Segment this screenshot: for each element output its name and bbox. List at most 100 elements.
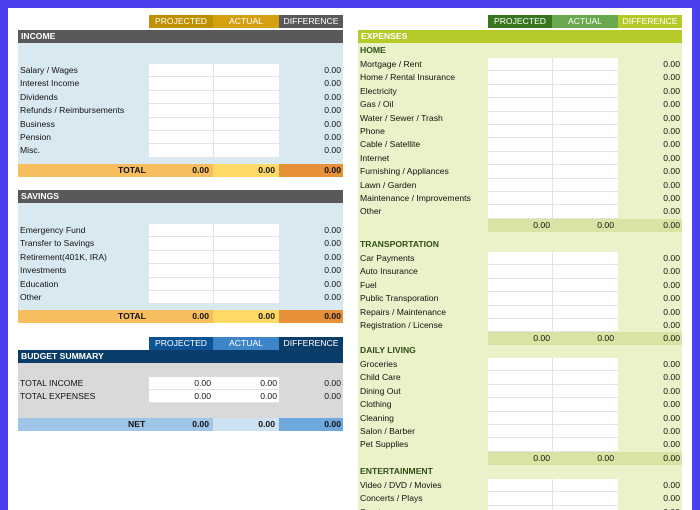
transportation-item-label: Repairs / Maintenance — [360, 306, 446, 317]
home-item-actual-cell[interactable] — [552, 138, 618, 152]
daily-item-projected-cell[interactable] — [488, 384, 552, 399]
transportation-item-actual-cell[interactable] — [552, 292, 618, 306]
income-item-actual-cell[interactable] — [213, 90, 279, 105]
savings-item-actual-cell[interactable] — [213, 250, 279, 265]
daily-item-label: Cleaning — [360, 412, 394, 423]
savings-item-actual-cell[interactable] — [213, 224, 279, 238]
transportation-item-projected-cell[interactable] — [488, 319, 552, 333]
entertainment-item-actual-cell[interactable] — [552, 479, 618, 493]
savings-item-projected-cell[interactable] — [149, 250, 213, 265]
expenses-header: EXPENSES — [358, 30, 682, 43]
transportation-item-actual-cell[interactable] — [552, 305, 618, 319]
savings-item-actual-cell[interactable] — [213, 264, 279, 278]
entertainment-item-projected-cell[interactable] — [488, 505, 552, 510]
entertainment-item-actual-cell[interactable] — [552, 492, 618, 506]
income-item-projected-cell[interactable] — [149, 64, 213, 78]
transportation-item-projected-cell[interactable] — [488, 252, 552, 266]
home-item-projected-cell[interactable] — [488, 192, 552, 206]
daily-item-projected-cell[interactable] — [488, 411, 552, 425]
transportation-item-label: Fuel — [360, 279, 377, 290]
income-item-projected-cell[interactable] — [149, 90, 213, 105]
income-item-actual-cell[interactable] — [213, 77, 279, 91]
daily-item-actual-cell[interactable] — [552, 358, 618, 372]
home-item-projected-cell[interactable] — [488, 178, 552, 192]
total-expenses-projected: 0.00 — [194, 391, 211, 401]
transportation-item-actual-cell[interactable] — [552, 265, 618, 279]
home-item-projected-cell[interactable] — [488, 205, 552, 219]
income-item-projected-cell[interactable] — [149, 131, 213, 145]
home-item-projected-cell[interactable] — [488, 58, 552, 72]
total-expenses-actual-cell[interactable] — [213, 390, 279, 404]
home-item-actual-cell[interactable] — [552, 151, 618, 166]
entertainment-item-projected-cell[interactable] — [488, 479, 552, 493]
home-item-projected-cell[interactable] — [488, 84, 552, 99]
home-item-actual-cell[interactable] — [552, 111, 618, 125]
income-col-actual: ACTUAL — [213, 15, 279, 28]
home-item-actual-cell[interactable] — [552, 125, 618, 139]
transportation-item-projected-cell[interactable] — [488, 265, 552, 279]
daily-item-actual-cell[interactable] — [552, 438, 618, 452]
income-item-actual-cell[interactable] — [213, 104, 279, 118]
home-item-actual-cell[interactable] — [552, 84, 618, 99]
savings-item-projected-cell[interactable] — [149, 224, 213, 238]
daily-item-actual-cell[interactable] — [552, 384, 618, 399]
home-item-actual-cell[interactable] — [552, 98, 618, 112]
daily-item-projected-cell[interactable] — [488, 438, 552, 452]
transportation-item-projected-cell[interactable] — [488, 305, 552, 319]
total-income-actual-cell[interactable] — [213, 377, 279, 391]
transportation-item-projected-cell[interactable] — [488, 278, 552, 293]
daily-item-actual-cell[interactable] — [552, 411, 618, 425]
daily-item-projected-cell[interactable] — [488, 425, 552, 439]
transportation-item-actual-cell[interactable] — [552, 278, 618, 293]
home-subtotal-actual: 0.00 — [597, 219, 614, 230]
entertainment-item-projected-cell[interactable] — [488, 492, 552, 506]
home-item-projected-cell[interactable] — [488, 125, 552, 139]
income-item-projected-cell[interactable] — [149, 77, 213, 91]
daily-item-projected-cell[interactable] — [488, 371, 552, 385]
total-expenses-projected-cell[interactable] — [149, 390, 213, 404]
savings-item-projected-cell[interactable] — [149, 291, 213, 305]
home-item-difference: 0.00 — [663, 85, 680, 96]
savings-item-actual-cell[interactable] — [213, 277, 279, 291]
daily-item-projected-cell[interactable] — [488, 398, 552, 412]
total-income-projected-cell[interactable] — [149, 377, 213, 391]
income-item-actual-cell[interactable] — [213, 144, 279, 158]
income-item-actual-cell[interactable] — [213, 117, 279, 131]
daily-item-actual-cell[interactable] — [552, 371, 618, 385]
savings-item-projected-cell[interactable] — [149, 277, 213, 291]
income-item-projected-cell[interactable] — [149, 144, 213, 158]
income-item-projected-cell[interactable] — [149, 117, 213, 131]
transportation-item-projected-cell[interactable] — [488, 292, 552, 306]
home-item-actual-cell[interactable] — [552, 205, 618, 219]
daily-item-difference: 0.00 — [663, 412, 680, 423]
income-item-actual-cell[interactable] — [213, 64, 279, 78]
home-item-actual-cell[interactable] — [552, 165, 618, 179]
savings-item-actual-cell[interactable] — [213, 291, 279, 305]
home-item-actual-cell[interactable] — [552, 71, 618, 85]
daily-item-label: Pet Supplies — [360, 439, 409, 450]
home-item-projected-cell[interactable] — [488, 138, 552, 152]
home-item-projected-cell[interactable] — [488, 111, 552, 125]
transportation-item-label: Public Transporation — [360, 293, 439, 304]
daily-item-actual-cell[interactable] — [552, 425, 618, 439]
transportation-item-label: Auto Insurance — [360, 266, 418, 277]
home-item-actual-cell[interactable] — [552, 192, 618, 206]
income-item-projected-cell[interactable] — [149, 104, 213, 118]
savings-item-projected-cell[interactable] — [149, 237, 213, 251]
transportation-item-actual-cell[interactable] — [552, 319, 618, 333]
savings-item-projected-cell[interactable] — [149, 264, 213, 278]
home-item-projected-cell[interactable] — [488, 165, 552, 179]
home-item-actual-cell[interactable] — [552, 178, 618, 192]
savings-item-actual-cell[interactable] — [213, 237, 279, 251]
savings-item-label: Education — [20, 278, 59, 289]
home-item-projected-cell[interactable] — [488, 71, 552, 85]
entertainment-item-actual-cell[interactable] — [552, 505, 618, 510]
transportation-item-actual-cell[interactable] — [552, 252, 618, 266]
home-item-projected-cell[interactable] — [488, 98, 552, 112]
daily-item-actual-cell[interactable] — [552, 398, 618, 412]
home-item-projected-cell[interactable] — [488, 151, 552, 166]
daily-item-projected-cell[interactable] — [488, 358, 552, 372]
expenses-col-actual: ACTUAL — [552, 15, 618, 28]
income-item-actual-cell[interactable] — [213, 131, 279, 145]
home-item-actual-cell[interactable] — [552, 58, 618, 72]
